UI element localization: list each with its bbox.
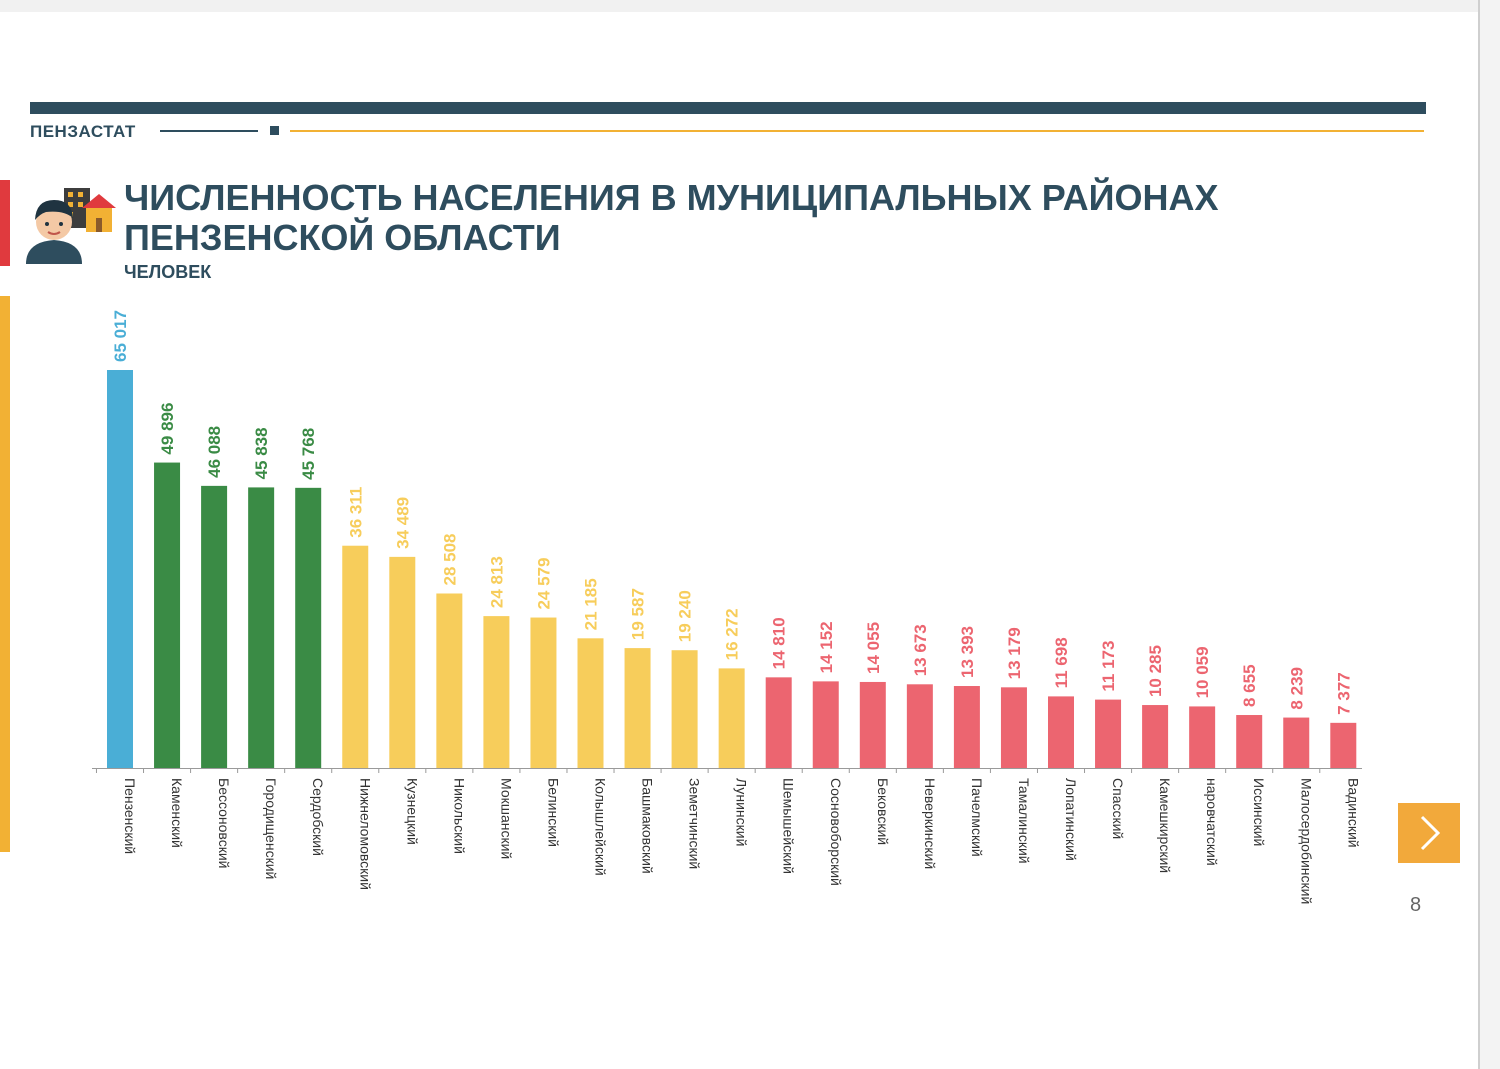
bar <box>859 681 886 768</box>
data-label: 24 813 <box>487 556 506 608</box>
data-label: 49 896 <box>158 403 177 455</box>
bar <box>1283 717 1310 768</box>
data-label: 11 173 <box>1099 641 1118 692</box>
bar <box>436 593 463 768</box>
x-tick-label: Земетчинский <box>687 778 703 869</box>
x-tick-label: Малосердобинский <box>1298 778 1314 904</box>
bar <box>530 617 557 768</box>
header-rule-square <box>270 126 279 135</box>
data-label: 11 698 <box>1052 637 1071 688</box>
header-rule-thin <box>160 130 258 132</box>
data-label: 46 088 <box>205 426 224 478</box>
data-label: 28 508 <box>440 533 459 585</box>
page-edge-top <box>0 0 1500 12</box>
data-label: 10 285 <box>1146 645 1165 697</box>
x-tick-label: Пачелмский <box>969 778 985 857</box>
bar <box>671 650 698 768</box>
x-tick-label: Неверкинский <box>922 778 938 869</box>
x-tick-label: Башмаковский <box>640 778 656 874</box>
bar <box>107 370 133 768</box>
bar <box>248 487 275 768</box>
page-number: 8 <box>1410 894 1422 916</box>
x-tick-label: Пензенский <box>122 778 138 854</box>
x-tick-label: Лопатинский <box>1063 778 1079 861</box>
brand-name: ПЕНЗАСТАТ <box>30 122 136 141</box>
data-label: 10 059 <box>1193 646 1212 698</box>
x-tick-label: Каменский <box>169 778 185 848</box>
data-label: 7 377 <box>1334 672 1353 715</box>
data-label: 14 810 <box>770 617 789 669</box>
bar <box>1330 722 1357 768</box>
data-label: 65 017 <box>111 310 130 362</box>
x-tick-label: Вадинский <box>1345 778 1361 848</box>
page-edge-right <box>1478 0 1500 1069</box>
left-accent-red <box>0 180 10 266</box>
x-tick-label: Мокшанский <box>498 778 514 859</box>
data-label: 24 579 <box>534 558 553 610</box>
bar <box>295 487 322 768</box>
x-tick-label: Городищенский <box>263 778 279 879</box>
x-tick-label: Сосновоборский <box>828 778 844 886</box>
bar <box>1048 696 1074 768</box>
data-label: 14 055 <box>864 622 883 674</box>
x-tick-label: наровчатский <box>1204 778 1220 866</box>
data-label: 14 152 <box>817 621 836 673</box>
unit-label: ЧЕЛОВЕК <box>124 262 212 282</box>
data-label: 16 272 <box>723 608 742 660</box>
x-tick-label: Колышлейский <box>593 778 609 876</box>
bar <box>906 684 933 768</box>
data-label: 13 393 <box>958 626 977 678</box>
bar <box>577 638 604 768</box>
next-slide-button[interactable] <box>1398 803 1460 863</box>
bar <box>1236 715 1263 768</box>
bar <box>624 648 651 768</box>
x-tick-label: Сердобский <box>310 778 326 856</box>
bar <box>389 556 416 768</box>
data-label: 8 239 <box>1287 667 1306 710</box>
x-tick-label: Бековский <box>875 778 891 845</box>
bar <box>953 686 980 768</box>
data-label: 34 489 <box>393 497 412 549</box>
x-tick-label: Шемышейский <box>781 778 797 874</box>
bar <box>812 681 839 768</box>
x-tick-label: Лунинский <box>734 778 750 846</box>
x-tick-label: Тамалинский <box>1016 778 1032 864</box>
data-label: 13 673 <box>911 624 930 676</box>
x-tick-label: Кузнецкий <box>404 778 420 845</box>
left-accent-yellow <box>0 296 10 852</box>
data-label: 19 240 <box>676 590 695 642</box>
data-label: 36 311 <box>346 487 365 538</box>
bar <box>718 668 745 768</box>
bar <box>1095 699 1122 768</box>
page-title: ЧИСЛЕННОСТЬ НАСЕЛЕНИЯ В МУНИЦИПАЛЬНЫХ РА… <box>124 177 1219 258</box>
chevron-right-icon <box>1420 815 1441 851</box>
x-tick-label: Камешкирский <box>1157 778 1173 873</box>
bar <box>342 545 369 768</box>
data-label: 45 838 <box>252 427 271 479</box>
x-tick-label: Никольский <box>451 778 467 854</box>
bar <box>1142 705 1169 768</box>
x-tick-label: Нижнеломовский <box>357 778 373 890</box>
bar <box>154 462 181 768</box>
bar <box>1189 706 1216 768</box>
header-rule-dark <box>30 102 1426 114</box>
data-label: 45 768 <box>299 428 318 480</box>
x-tick-label: Бессоновский <box>216 778 232 868</box>
person-with-buildings-icon <box>26 188 116 264</box>
data-label: 13 179 <box>1005 627 1024 679</box>
data-label: 21 185 <box>582 578 601 630</box>
header-rule-orange <box>290 130 1424 132</box>
bar <box>765 677 792 768</box>
bar <box>483 616 510 768</box>
bar <box>201 485 228 768</box>
bar <box>1000 687 1027 768</box>
x-tick-label: Иссинский <box>1251 778 1267 846</box>
x-tick-label: Спасский <box>1110 778 1126 839</box>
data-label: 19 587 <box>629 588 648 640</box>
x-tick-label: Белинский <box>545 778 561 847</box>
data-label: 8 655 <box>1240 664 1259 707</box>
